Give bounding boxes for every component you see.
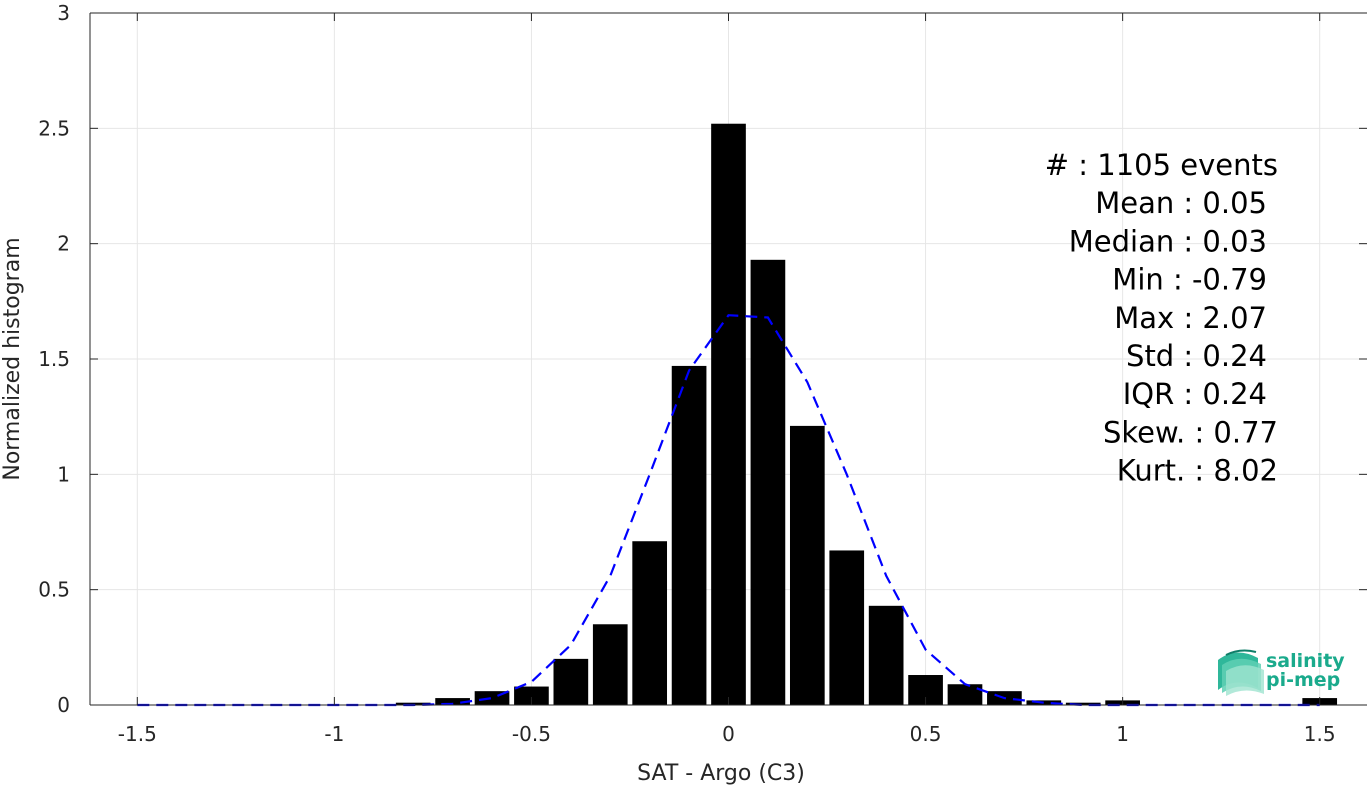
histogram-bar: [514, 686, 549, 705]
stat-line: # : 1105 events: [1045, 148, 1278, 182]
y-axis-label: Normalized histogram: [0, 237, 25, 480]
histogram-bar: [711, 123, 746, 706]
stat-line: Median : 0.03: [1069, 224, 1267, 258]
histogram-bar: [395, 702, 431, 705]
y-tick-label: 2: [57, 232, 70, 256]
histogram-bar: [868, 605, 904, 705]
y-tick-label: 2.5: [38, 116, 70, 140]
logo-icon: [1218, 649, 1264, 696]
stat-line: Skew. : 0.77: [1103, 415, 1278, 449]
histogram-bar: [947, 684, 983, 705]
y-tick-label: 1: [57, 462, 70, 486]
histogram-bar: [1065, 702, 1101, 705]
x-axis-label: SAT - Argo (C3): [637, 761, 805, 786]
x-tick-label: -1.5: [118, 722, 157, 746]
y-axis-ticks: 0 0.5 1 1.5 2 2.5 3: [38, 1, 1367, 717]
histogram-bars: [395, 123, 1338, 706]
histogram-bar: [750, 259, 786, 705]
x-tick-label: 0: [722, 722, 735, 746]
histogram-bar: [671, 365, 707, 705]
x-tick-label: -0.5: [512, 722, 551, 746]
x-tick-label: 1.5: [1304, 722, 1336, 746]
stat-line: Kurt. : 8.02: [1117, 454, 1278, 488]
x-tick-label: -1: [324, 722, 344, 746]
histogram-bar: [553, 658, 589, 705]
stat-line: Std : 0.24: [1126, 339, 1267, 373]
y-tick-label: 0.5: [38, 578, 70, 602]
salinity-pi-mep-logo: salinity pi-mep: [1218, 649, 1345, 696]
stat-line: Max : 2.07: [1114, 301, 1267, 335]
x-axis-ticks: -1.5 -1 -0.5 0 0.5 1 1.5: [118, 13, 1336, 746]
logo-text-pi-mep: pi-mep: [1266, 669, 1340, 691]
histogram-bar: [789, 425, 825, 705]
stat-line: Mean : 0.05: [1095, 186, 1267, 220]
stat-line: Min : -0.79: [1112, 263, 1267, 297]
histogram-bar: [632, 541, 668, 705]
stat-line: IQR : 0.24: [1123, 377, 1267, 411]
logo-text-salinity: salinity: [1266, 650, 1345, 672]
histogram-bar: [592, 624, 628, 705]
statistics-box: # : 1105 events Mean : 0.05 Median : 0.03 M…: [1045, 148, 1278, 488]
y-tick-label: 3: [57, 1, 70, 25]
histogram-bar: [435, 698, 470, 705]
y-tick-label: 1.5: [38, 347, 70, 371]
histogram-bar: [1026, 700, 1062, 705]
x-tick-label: 1: [1116, 722, 1129, 746]
x-tick-label: 0.5: [910, 722, 942, 746]
y-tick-label: 0: [57, 693, 70, 717]
histogram-bar: [829, 550, 865, 705]
